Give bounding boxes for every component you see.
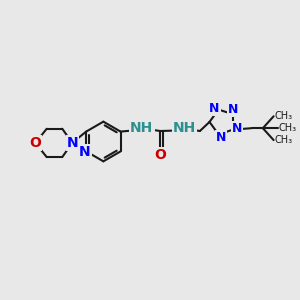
Text: N: N (67, 136, 78, 150)
Text: O: O (154, 148, 166, 162)
Text: N: N (79, 145, 91, 159)
Text: NH: NH (173, 121, 196, 135)
Text: CH₃: CH₃ (274, 111, 292, 121)
Text: N: N (232, 122, 242, 135)
Text: O: O (29, 136, 41, 150)
Text: NH: NH (130, 121, 153, 135)
Text: CH₃: CH₃ (274, 135, 292, 146)
Text: N: N (209, 102, 220, 115)
Text: N: N (228, 103, 239, 116)
Text: CH₃: CH₃ (278, 123, 297, 133)
Text: N: N (216, 131, 226, 144)
